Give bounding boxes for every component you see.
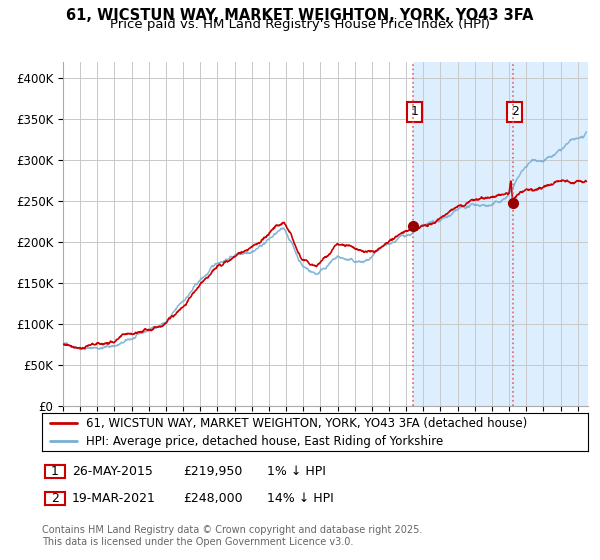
Text: 14% ↓ HPI: 14% ↓ HPI (267, 492, 334, 505)
Text: 2: 2 (51, 492, 59, 505)
Text: HPI: Average price, detached house, East Riding of Yorkshire: HPI: Average price, detached house, East… (86, 435, 443, 448)
Text: 1: 1 (51, 465, 59, 478)
Text: Price paid vs. HM Land Registry's House Price Index (HPI): Price paid vs. HM Land Registry's House … (110, 18, 490, 31)
Bar (413, 62, 588, 406)
Text: Contains HM Land Registry data © Crown copyright and database right 2025.
This d: Contains HM Land Registry data © Crown c… (42, 525, 422, 547)
Text: £219,950: £219,950 (183, 465, 242, 478)
Text: £248,000: £248,000 (183, 492, 242, 505)
Text: 1% ↓ HPI: 1% ↓ HPI (267, 465, 326, 478)
Text: 26-MAY-2015: 26-MAY-2015 (72, 465, 153, 478)
Text: 2: 2 (511, 105, 518, 118)
Text: 61, WICSTUN WAY, MARKET WEIGHTON, YORK, YO43 3FA: 61, WICSTUN WAY, MARKET WEIGHTON, YORK, … (66, 8, 534, 24)
Text: 19-MAR-2021: 19-MAR-2021 (72, 492, 156, 505)
Text: 61, WICSTUN WAY, MARKET WEIGHTON, YORK, YO43 3FA (detached house): 61, WICSTUN WAY, MARKET WEIGHTON, YORK, … (86, 417, 527, 430)
Text: 1: 1 (411, 105, 419, 118)
